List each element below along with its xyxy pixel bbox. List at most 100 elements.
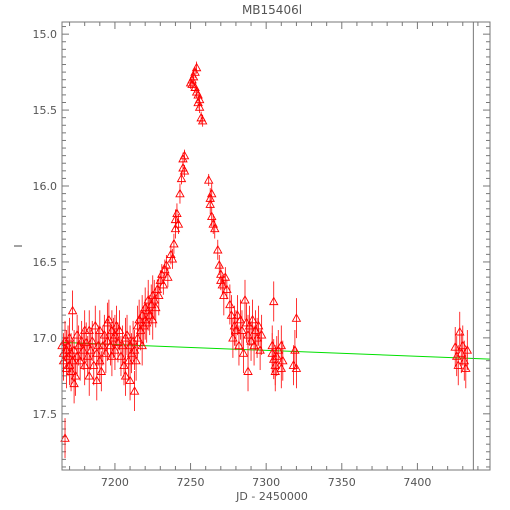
triangle-marker xyxy=(179,150,190,160)
data-point xyxy=(271,336,282,377)
data-point xyxy=(163,267,173,288)
data-point xyxy=(169,233,179,254)
triangle-marker xyxy=(129,386,140,395)
data-point xyxy=(60,320,70,361)
triangle-marker xyxy=(237,325,247,334)
triangle-marker xyxy=(194,94,205,104)
data-point xyxy=(194,93,205,106)
triangle-marker xyxy=(73,340,84,350)
triangle-marker xyxy=(84,325,94,334)
triangle-marker xyxy=(96,366,107,375)
triangle-marker xyxy=(225,299,235,309)
y-axis-label: I xyxy=(12,244,25,247)
x-tick-label: 7200 xyxy=(101,476,129,489)
data-points-layer xyxy=(57,61,473,459)
triangle-marker xyxy=(220,272,231,281)
triangle-marker xyxy=(271,351,282,360)
triangle-marker xyxy=(278,355,288,365)
y-tick-label: 17.0 xyxy=(33,332,58,345)
triangle-marker xyxy=(450,342,460,351)
data-point xyxy=(197,114,208,127)
data-point xyxy=(79,345,90,386)
triangle-marker xyxy=(84,370,94,380)
data-point xyxy=(226,295,237,336)
data-point xyxy=(84,310,94,351)
triangle-marker xyxy=(116,351,126,360)
triangle-marker xyxy=(290,345,300,354)
x-tick-label: 7400 xyxy=(403,476,431,489)
data-point xyxy=(461,348,471,389)
data-point xyxy=(205,194,215,215)
triangle-marker xyxy=(235,314,246,324)
triangle-marker xyxy=(291,313,302,322)
triangle-marker xyxy=(99,329,110,339)
data-point xyxy=(190,66,200,79)
triangle-marker xyxy=(243,329,253,339)
data-point xyxy=(158,274,169,295)
triangle-marker xyxy=(101,348,111,357)
data-point xyxy=(95,310,105,351)
data-point xyxy=(122,314,132,355)
triangle-marker xyxy=(92,348,102,357)
data-point xyxy=(179,164,190,177)
data-point xyxy=(253,305,264,346)
data-point xyxy=(208,213,219,234)
data-point xyxy=(147,299,158,340)
data-point xyxy=(82,336,93,377)
triangle-marker xyxy=(249,340,259,350)
y-tick-label: 17.5 xyxy=(33,408,58,421)
triangle-marker xyxy=(75,355,85,365)
data-point xyxy=(128,320,138,361)
data-point xyxy=(134,299,144,340)
triangle-marker xyxy=(64,360,75,369)
triangle-marker xyxy=(213,244,223,254)
triangle-marker xyxy=(131,355,141,365)
triangle-marker xyxy=(197,115,208,125)
triangle-marker xyxy=(247,314,258,324)
data-point xyxy=(222,279,232,300)
data-point xyxy=(219,275,229,316)
triangle-marker xyxy=(67,355,78,365)
data-point xyxy=(92,333,102,374)
data-point xyxy=(107,336,117,377)
data-point xyxy=(98,325,108,366)
triangle-marker xyxy=(255,345,265,354)
data-point xyxy=(96,351,107,392)
data-point xyxy=(117,325,128,366)
data-point xyxy=(209,218,220,239)
data-point xyxy=(459,340,470,381)
triangle-marker xyxy=(137,310,147,319)
data-point xyxy=(451,336,462,377)
data-point xyxy=(125,360,135,401)
triangle-marker xyxy=(85,345,96,354)
triangle-marker xyxy=(72,329,82,339)
triangle-marker xyxy=(461,363,471,372)
triangle-marker xyxy=(134,314,144,324)
data-point xyxy=(268,281,279,322)
triangle-marker xyxy=(253,320,264,330)
triangle-marker xyxy=(76,335,87,345)
triangle-marker xyxy=(81,337,91,347)
data-point xyxy=(84,355,94,396)
data-point xyxy=(255,330,265,371)
triangle-marker xyxy=(256,329,267,339)
triangle-marker xyxy=(95,325,105,334)
triangle-marker xyxy=(63,340,73,350)
data-point xyxy=(123,340,134,381)
triangle-marker xyxy=(107,325,117,334)
triangle-marker xyxy=(252,332,262,342)
triangle-marker xyxy=(160,264,170,274)
triangle-marker xyxy=(170,223,181,233)
triangle-marker xyxy=(191,62,202,72)
triangle-marker xyxy=(214,260,225,269)
data-point xyxy=(79,310,90,351)
triangle-marker xyxy=(194,102,205,111)
data-point xyxy=(105,325,116,366)
triangle-marker xyxy=(129,345,140,354)
data-point xyxy=(63,325,73,366)
triangle-marker xyxy=(60,335,70,345)
data-point xyxy=(231,310,241,351)
triangle-marker xyxy=(72,351,82,360)
data-point xyxy=(256,314,267,355)
data-point xyxy=(114,310,125,351)
